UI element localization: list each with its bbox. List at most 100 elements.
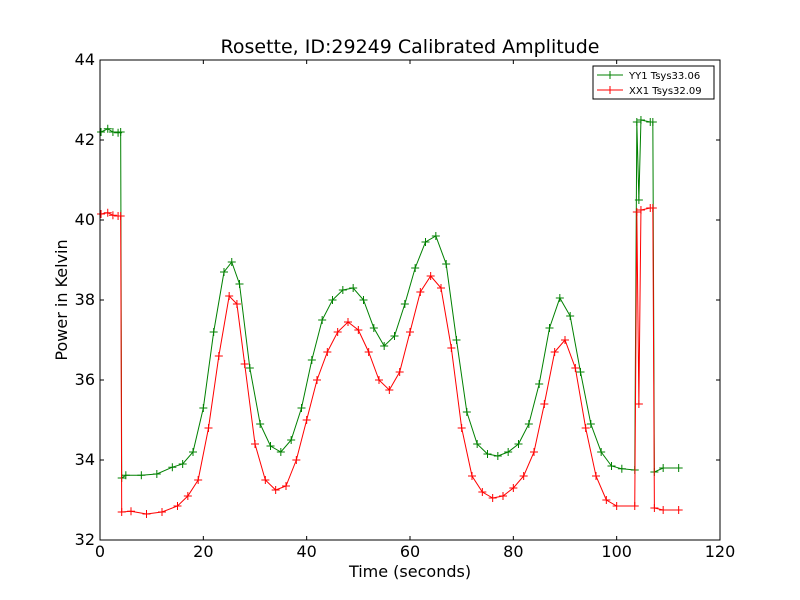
data-point: [571, 364, 580, 372]
data-point: [483, 450, 492, 458]
data-point: [555, 294, 564, 302]
data-point: [307, 356, 316, 364]
data-point: [462, 408, 471, 416]
data-point: [421, 238, 430, 246]
data-point: [121, 471, 130, 480]
series-1: [97, 116, 683, 482]
data-point: [509, 484, 518, 492]
data-point: [142, 510, 151, 518]
data-point: [251, 440, 259, 448]
data-point: [519, 472, 528, 480]
data-point: [648, 204, 657, 212]
data-point: [478, 488, 487, 496]
data-point: [426, 272, 435, 280]
data-point: [338, 286, 347, 294]
data-point: [561, 336, 569, 344]
data-point: [227, 258, 236, 266]
data-point: [261, 476, 270, 484]
data-point: [442, 260, 451, 268]
data-point: [152, 470, 161, 478]
data-point: [612, 502, 621, 510]
data-point: [437, 284, 445, 292]
data-point: [214, 352, 223, 360]
data-point: [328, 296, 337, 304]
y-tick-label: 42: [75, 130, 95, 149]
data-point: [535, 380, 544, 388]
data-point: [97, 210, 106, 218]
y-tick-label: 36: [75, 370, 95, 389]
data-point: [199, 404, 208, 412]
data-point: [375, 376, 383, 384]
data-point: [648, 118, 657, 126]
data-point: [400, 300, 409, 308]
data-point: [630, 502, 639, 510]
data-point: [245, 364, 254, 372]
plot-area: [97, 116, 683, 518]
data-point: [240, 360, 249, 368]
data-point: [117, 508, 126, 516]
plot-frame: [99, 59, 721, 541]
legend: YY1 Tsys33.06 XX1 Tsys32.09: [592, 65, 715, 100]
data-point: [103, 208, 112, 217]
data-point: [674, 464, 683, 472]
x-tick-label: 20: [193, 542, 213, 561]
data-point: [636, 116, 645, 124]
data-point: [97, 128, 106, 136]
data-point: [385, 386, 394, 394]
data-point: [468, 472, 476, 480]
data-point: [333, 328, 342, 336]
data-point: [659, 464, 668, 472]
y-tick-label: 40: [75, 210, 95, 229]
data-point: [586, 420, 595, 428]
data-point: [103, 124, 112, 133]
x-tick-label: 0: [95, 542, 105, 561]
data-point: [292, 456, 301, 464]
data-point: [282, 482, 290, 490]
data-point: [323, 348, 332, 356]
legend-label: XX1 Tsys32.09: [629, 86, 702, 97]
data-point: [380, 342, 389, 350]
data-point: [395, 368, 404, 376]
data-point: [369, 324, 378, 332]
data-point: [354, 326, 363, 334]
data-point: [225, 292, 234, 300]
data-point: [183, 492, 192, 500]
y-tick-label: 44: [75, 50, 95, 69]
data-point: [514, 440, 523, 448]
data-point: [545, 324, 554, 332]
data-point: [313, 376, 321, 384]
data-point: [116, 212, 125, 220]
data-point: [178, 460, 187, 468]
legend-marker: [606, 71, 614, 79]
data-point: [457, 424, 466, 432]
data-point: [524, 420, 533, 428]
data-point: [168, 463, 177, 472]
data-point: [232, 300, 241, 308]
x-tick-label: 40: [296, 542, 316, 561]
data-point: [530, 448, 538, 456]
data-point: [344, 318, 352, 326]
x-tick-label: 80: [503, 542, 523, 561]
legend-marker: [606, 86, 614, 94]
data-point: [576, 368, 585, 376]
data-point: [632, 118, 641, 126]
y-tick-label: 32: [75, 530, 95, 549]
data-point: [108, 211, 117, 220]
data-point: [550, 348, 559, 356]
y-axis-label: Power in Kelvin: [52, 239, 71, 360]
data-point: [287, 436, 296, 444]
data-point: [194, 476, 203, 484]
axes: 0 20 40 60 80 100 120 32 34 36 38 40 42 44: [75, 50, 736, 561]
data-point: [431, 232, 440, 240]
data-point: [634, 196, 643, 204]
data-point: [406, 328, 414, 336]
y-tick-label: 38: [75, 290, 95, 309]
data-point: [592, 472, 600, 480]
data-point: [220, 268, 228, 276]
legend-label: YY1 Tsys33.06: [628, 71, 700, 82]
data-point: [189, 448, 197, 456]
data-point: [416, 288, 425, 296]
chart-title: Rosette, ID:29249 Calibrated Amplitude: [221, 36, 600, 58]
data-point: [364, 348, 373, 356]
